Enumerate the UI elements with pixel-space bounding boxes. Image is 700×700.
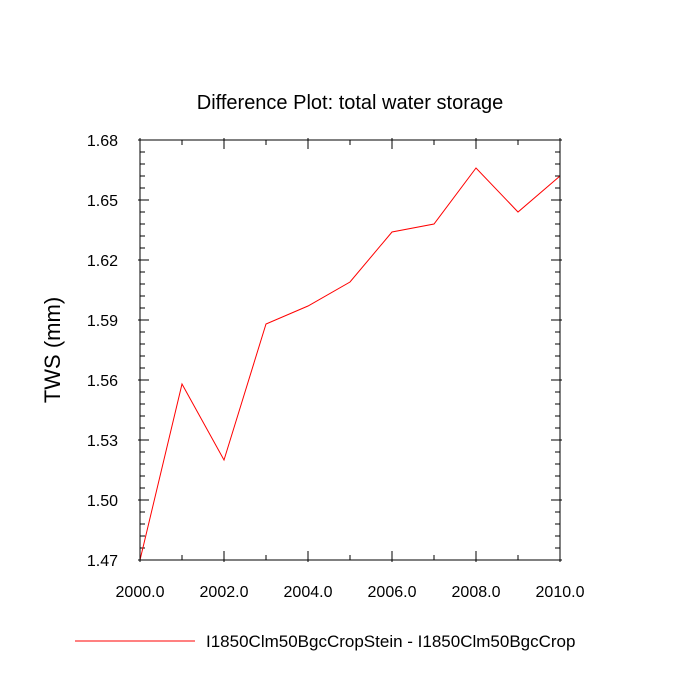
legend: I1850Clm50BgcCropStein - I1850Clm50BgcCr…: [75, 632, 575, 651]
y-tick-label: 1.50: [87, 493, 118, 510]
y-tick-label: 1.47: [87, 553, 118, 570]
axis-ticks: 2000.0 2002.0 2004.0 2006.0 2008.0 2010.0 1.47…: [87, 133, 585, 601]
data-point: [224, 460, 225, 461]
data-point: [434, 224, 435, 225]
chart-title: Difference Plot: total water storage: [197, 92, 503, 114]
data-point: [308, 306, 309, 307]
data-point: [266, 324, 267, 325]
legend-label: I1850Clm50BgcCropStein - I1850Clm50BgcCr…: [206, 632, 575, 651]
plot-frame: [139, 139, 561, 561]
data-point: [476, 168, 477, 169]
x-tick-label: 2006.0: [368, 584, 417, 601]
x-tick-label: 2008.0: [452, 584, 501, 601]
series-line: [139, 167, 561, 561]
x-tick-label: 2002.0: [200, 584, 249, 601]
x-tick-label: 2010.0: [536, 584, 585, 601]
y-axis-label: TWS (mm): [40, 297, 65, 403]
x-tick-label: 2004.0: [284, 584, 333, 601]
y-tick-label: 1.62: [87, 253, 118, 270]
y-tick-label: 1.53: [87, 433, 118, 450]
x-tick-label: 2000.0: [116, 584, 165, 601]
y-tick-label: 1.59: [87, 313, 118, 330]
data-point: [518, 212, 519, 213]
data-point: [392, 232, 393, 233]
y-tick-label: 1.56: [87, 373, 118, 390]
y-tick-label: 1.68: [87, 133, 118, 150]
data-point: [350, 282, 351, 283]
data-point: [182, 384, 183, 385]
series-layer: [139, 167, 561, 561]
y-tick-label: 1.65: [87, 193, 118, 210]
